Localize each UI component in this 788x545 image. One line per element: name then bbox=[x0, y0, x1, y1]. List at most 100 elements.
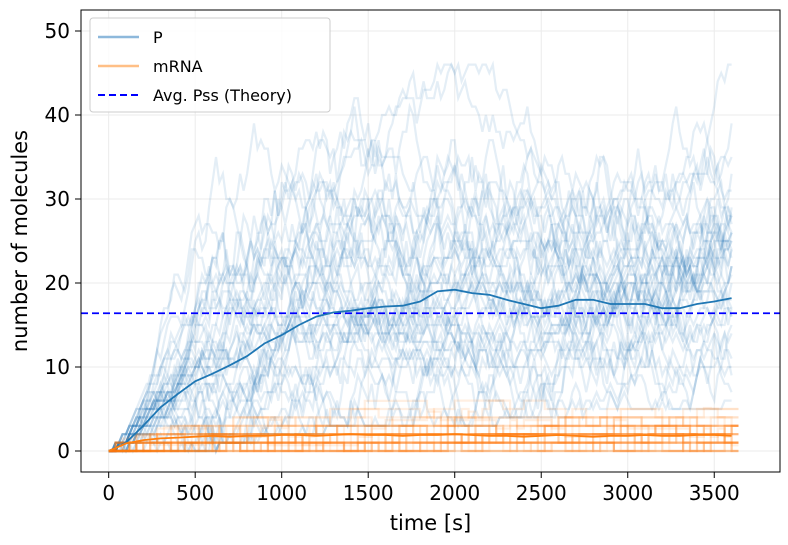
p-trajectory-line bbox=[108, 181, 733, 453]
mrna-trajectory-line bbox=[108, 433, 739, 453]
mrna-trajectory-line bbox=[108, 416, 739, 453]
y-tick-label: 30 bbox=[45, 187, 70, 211]
legend-box bbox=[89, 17, 331, 113]
mrna-trajectory-line bbox=[108, 416, 739, 453]
p-trajectory-line bbox=[108, 173, 733, 453]
mrna-trajectory-line bbox=[108, 424, 739, 453]
mrna-trajectory-line bbox=[108, 410, 739, 453]
p-trajectory-line bbox=[108, 238, 733, 453]
p-trajectory-line bbox=[108, 178, 733, 453]
mrna-trajectory-line bbox=[108, 399, 739, 453]
p-trajectory-line bbox=[108, 214, 732, 454]
p-trajectory-line bbox=[108, 189, 732, 453]
mrna-trajectory-line bbox=[108, 399, 739, 453]
p-trajectory-line bbox=[108, 240, 733, 453]
trajectories bbox=[108, 60, 739, 456]
mrna-trajectory-line bbox=[108, 416, 739, 453]
mrna-trajectory-line bbox=[108, 416, 739, 453]
mrna-trajectory-line bbox=[108, 416, 739, 453]
mrna-trajectory-line bbox=[108, 416, 739, 453]
x-tick-label: 3500 bbox=[689, 481, 740, 505]
y-tick-label: 20 bbox=[45, 271, 70, 295]
legend-label-theory: Avg. Pss (Theory) bbox=[153, 86, 292, 105]
axis-ticks: 0 500 1000 1500 2000 2500 3000 3500 0 10 20 30 40 50 bbox=[45, 19, 740, 505]
x-tick-label: 2500 bbox=[516, 481, 567, 505]
p-trajectory-line bbox=[108, 139, 733, 454]
p-trajectory-line bbox=[108, 198, 733, 455]
p-trajectory-line bbox=[108, 60, 733, 453]
y-axis-label: number of molecules bbox=[8, 130, 32, 352]
p-trajectory-line bbox=[108, 220, 733, 454]
p-trajectory-line bbox=[108, 212, 733, 454]
p-trajectory-line bbox=[108, 102, 733, 453]
p-trajectory-line bbox=[108, 262, 733, 453]
y-tick-label: 50 bbox=[45, 19, 70, 43]
p-trajectory-line bbox=[108, 270, 733, 453]
mrna-trajectory-line bbox=[108, 441, 739, 453]
legend: P mRNA Avg. Pss (Theory) bbox=[89, 17, 331, 113]
p-trajectory-line bbox=[108, 220, 733, 453]
p-trajectory-line bbox=[108, 136, 733, 453]
p-trajectory-line bbox=[108, 97, 733, 453]
p-trajectory-line bbox=[108, 280, 733, 453]
p-trajectory-line bbox=[108, 279, 732, 453]
mrna-trajectory-line bbox=[108, 399, 739, 453]
mrna-trajectory-line bbox=[108, 424, 739, 453]
mrna-trajectory-line bbox=[108, 416, 739, 453]
y-tick-label: 0 bbox=[57, 439, 70, 463]
mrna-trajectory-line bbox=[108, 424, 739, 453]
mrna-trajectory-line bbox=[108, 424, 739, 453]
mrna-trajectory-line bbox=[108, 424, 739, 453]
grid bbox=[81, 10, 780, 472]
mrna-trajectory-line bbox=[108, 424, 739, 453]
p-trajectory-line bbox=[108, 263, 733, 453]
mrna-trajectory-line bbox=[108, 407, 739, 453]
plot-frame bbox=[80, 9, 781, 473]
p-trajectory-line bbox=[108, 119, 732, 453]
p-mean-line bbox=[108, 288, 732, 452]
x-tick-label: 0 bbox=[102, 481, 115, 505]
p-trajectory-line bbox=[108, 161, 733, 453]
mrna-trajectory-line bbox=[108, 416, 739, 453]
mean-lines bbox=[108, 288, 732, 452]
p-trajectory-line bbox=[108, 354, 732, 453]
legend-label-mrna: mRNA bbox=[153, 57, 203, 76]
x-tick-label: 3000 bbox=[602, 481, 653, 505]
p-trajectory-line bbox=[108, 246, 733, 453]
mrna-trajectory-line bbox=[108, 416, 739, 453]
x-tick-label: 1500 bbox=[343, 481, 394, 505]
p-trajectory-line bbox=[108, 232, 733, 453]
mrna-mean-line bbox=[108, 433, 732, 452]
p-trajectory-line bbox=[108, 223, 733, 453]
mrna-trajectory-line bbox=[108, 416, 739, 453]
mrna-trajectory-line bbox=[108, 424, 739, 453]
p-trajectory-line bbox=[108, 203, 733, 453]
x-tick-label: 1000 bbox=[256, 481, 307, 505]
p-trajectory-line bbox=[108, 239, 733, 453]
p-trajectory-line bbox=[108, 212, 733, 454]
p-trajectory-line bbox=[108, 187, 733, 453]
p-trajectory-line bbox=[108, 170, 732, 453]
mrna-trajectory-line bbox=[108, 407, 739, 453]
x-tick-label: 500 bbox=[176, 481, 214, 505]
mrna-trajectory-line bbox=[108, 433, 739, 453]
x-axis-label: time [s] bbox=[390, 511, 471, 535]
mrna-trajectory-line bbox=[108, 424, 739, 453]
p-trajectory-line bbox=[108, 203, 733, 456]
y-tick-label: 40 bbox=[45, 103, 70, 127]
p-trajectory-line bbox=[108, 60, 732, 453]
mrna-trajectory-line bbox=[108, 424, 739, 453]
p-trajectory-line bbox=[108, 254, 733, 453]
x-tick-label: 2000 bbox=[429, 481, 480, 505]
mrna-trajectory-line bbox=[108, 416, 739, 453]
mrna-trajectory-line bbox=[108, 416, 739, 453]
legend-label-p: P bbox=[153, 28, 163, 47]
p-trajectory-line bbox=[108, 239, 732, 453]
p-trajectory-line bbox=[108, 161, 733, 453]
mrna-trajectory-line bbox=[108, 416, 739, 453]
p-trajectory-line bbox=[108, 153, 733, 453]
p-trajectory-line bbox=[108, 207, 733, 453]
y-tick-label: 10 bbox=[45, 355, 70, 379]
mrna-trajectory-line bbox=[108, 406, 739, 453]
